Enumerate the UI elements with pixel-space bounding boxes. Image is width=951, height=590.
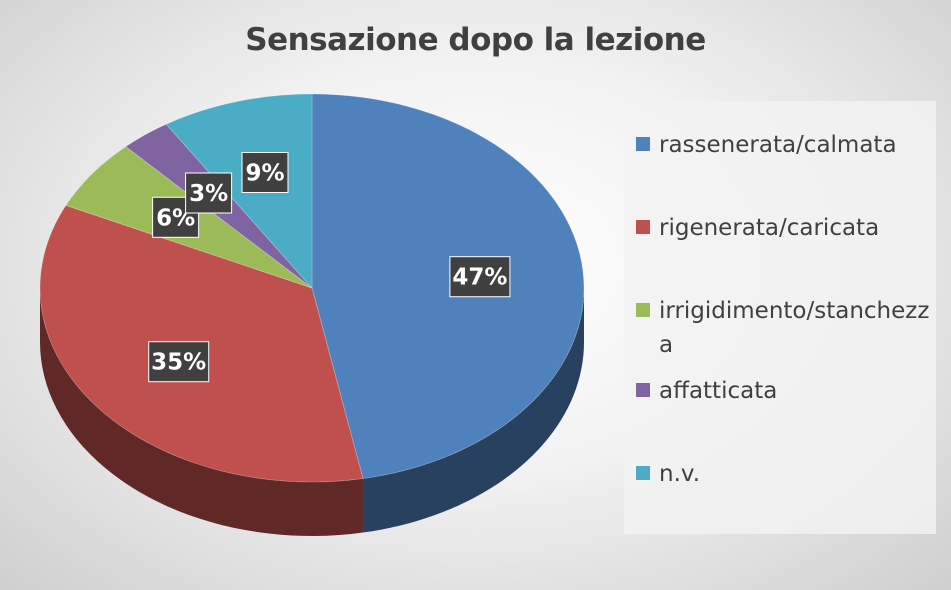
chart-title: Sensazione dopo la lezione: [245, 22, 706, 58]
legend-swatch: [636, 137, 650, 151]
data-label-box: [241, 152, 289, 193]
legend-swatch: [636, 383, 650, 397]
data-label-rassenerata-calmata: 47%: [449, 256, 511, 298]
data-label-text: 9%: [245, 161, 284, 187]
legend-label: rigenerata/caricata: [659, 215, 880, 241]
legend-swatch: [636, 466, 650, 480]
pie-depth-layer: [40, 288, 584, 536]
legend-item-rassenerata-calmata: rassenerata/calmata: [636, 128, 932, 162]
legend-label: affatticata: [659, 378, 778, 404]
pie-side-rigenerata-caricata: [40, 288, 363, 536]
legend-label: irrigidimento/stanchezza: [659, 298, 930, 358]
pie-side-rassenerata-calmata: [362, 288, 584, 533]
legend-swatch: [636, 220, 650, 234]
pie-slice-rassenerata-calmata: [311, 93, 585, 480]
legend-item-rigenerata-caricata: rigenerata/caricata: [636, 211, 932, 245]
legend-item-n-v: n.v.: [636, 457, 932, 491]
data-label-text: 3%: [189, 181, 228, 207]
data-label-irrigidimento-stanchezza: 6%: [152, 196, 200, 238]
data-label-box: [185, 172, 233, 214]
legend: rassenerata/calmata rigenerata/caricata ir…: [624, 101, 936, 534]
pie-data-labels: 47% 35% 6%3% 9%: [148, 152, 511, 383]
data-label-box: [148, 341, 210, 383]
data-label-affatticata: 3%: [185, 172, 233, 214]
pie-slice-n-v: [165, 93, 313, 290]
legend-item-irrigidimento-stanchezza: irrigidimento/stanchezza: [636, 294, 932, 362]
legend-label: rassenerata/calmata: [659, 132, 897, 158]
data-label-box: [449, 256, 511, 298]
legend-swatch: [636, 303, 650, 317]
data-label-box: [152, 196, 200, 238]
data-label-text: 35%: [151, 350, 206, 376]
legend-label: n.v.: [659, 461, 701, 487]
data-label-rigenerata-caricata: 35%: [148, 341, 210, 383]
data-label-n-v: 9%: [241, 152, 289, 193]
data-label-text: 47%: [452, 265, 507, 291]
legend-item-affatticata: affatticata: [636, 374, 932, 408]
